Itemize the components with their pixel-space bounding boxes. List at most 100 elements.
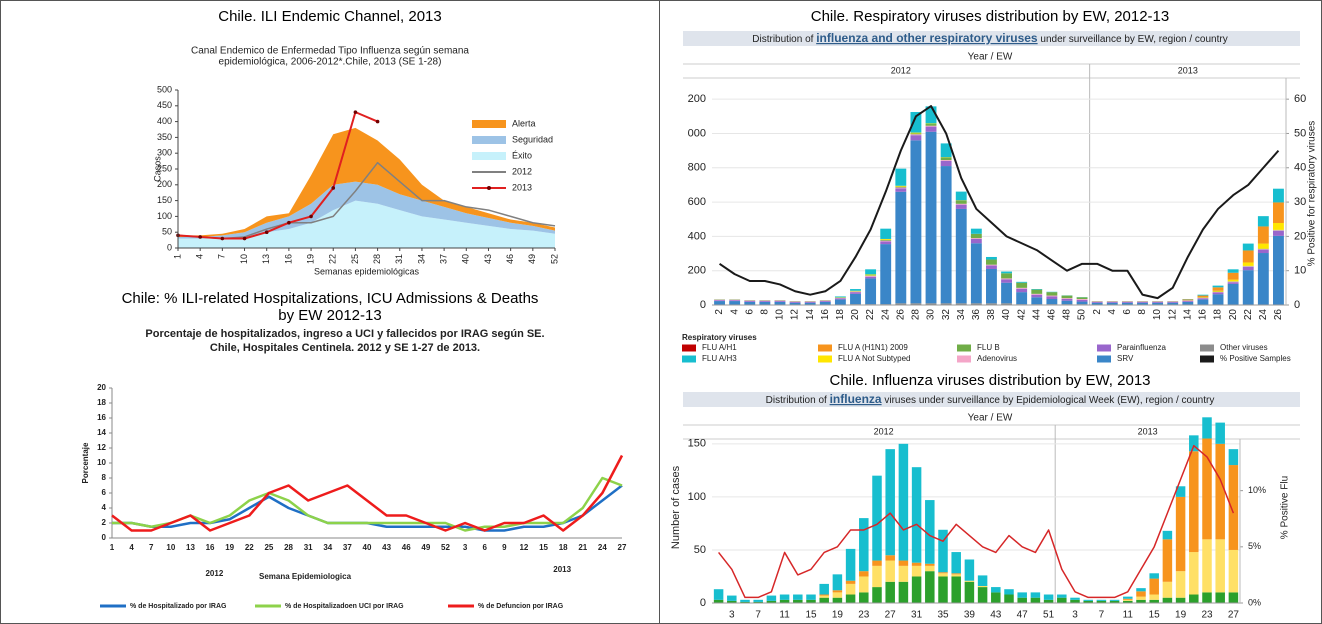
bar bbox=[1202, 438, 1212, 540]
bar bbox=[1106, 301, 1118, 303]
y-tick-label: 100 bbox=[688, 491, 706, 503]
x-tick-label: 22 bbox=[1243, 309, 1254, 321]
legend-label: % de Defuncion por IRAG bbox=[478, 603, 564, 610]
bar bbox=[880, 244, 892, 305]
bar bbox=[895, 187, 907, 189]
marker bbox=[287, 220, 291, 225]
bar bbox=[885, 560, 895, 582]
bar bbox=[970, 238, 982, 244]
bar bbox=[970, 238, 982, 239]
bar bbox=[865, 274, 877, 276]
bar bbox=[806, 594, 816, 600]
marker bbox=[198, 235, 202, 239]
bar bbox=[1215, 592, 1225, 603]
bar bbox=[1273, 188, 1284, 203]
chart-subtitle: Distribution of influenza viruses under … bbox=[766, 392, 1215, 406]
y2-tick-label: 10 bbox=[1294, 265, 1306, 277]
bar bbox=[1031, 293, 1043, 295]
header-band bbox=[683, 392, 1300, 407]
year-label: 2012 bbox=[205, 569, 223, 578]
y2-tick-label: 10% bbox=[1248, 485, 1266, 495]
x-tick-label: 7 bbox=[217, 254, 227, 259]
bar bbox=[779, 599, 790, 603]
bar bbox=[970, 233, 982, 239]
chart-subtitle: Canal Endemico de Enfermedad Tipo Influe… bbox=[191, 46, 469, 57]
y-tick-label: 16 bbox=[97, 413, 106, 422]
bar bbox=[1197, 299, 1209, 305]
bar bbox=[740, 599, 750, 602]
bar bbox=[859, 592, 869, 603]
legend-swatch bbox=[1200, 355, 1214, 363]
legend-label: Alerta bbox=[512, 118, 536, 128]
legend-swatch bbox=[1097, 344, 1111, 352]
line bbox=[112, 476, 623, 532]
bar bbox=[925, 500, 935, 564]
bar bbox=[1096, 599, 1107, 601]
bar bbox=[832, 592, 843, 598]
bar bbox=[1257, 226, 1269, 244]
bar bbox=[1136, 588, 1146, 592]
x-tick-label: 27 bbox=[885, 610, 897, 621]
x-tick-label: 34 bbox=[416, 254, 426, 264]
year-label: 2013 bbox=[1138, 426, 1158, 436]
bar bbox=[1182, 301, 1194, 305]
bar bbox=[766, 600, 777, 603]
bar bbox=[1106, 302, 1118, 305]
bar bbox=[955, 208, 967, 304]
bar bbox=[1016, 282, 1028, 288]
bar bbox=[898, 581, 909, 603]
legend-swatch bbox=[818, 355, 832, 363]
bar bbox=[714, 300, 725, 302]
x-tick-label: 31 bbox=[304, 543, 313, 552]
area bbox=[178, 127, 555, 237]
bar bbox=[850, 291, 861, 293]
y-tick-label: 10 bbox=[97, 458, 106, 467]
marker bbox=[375, 119, 380, 124]
bar bbox=[1242, 250, 1254, 263]
bar bbox=[1197, 295, 1209, 298]
bar bbox=[774, 301, 786, 305]
legend-label: % Positive Samples bbox=[1220, 354, 1291, 363]
bar bbox=[880, 239, 892, 241]
bar bbox=[759, 301, 771, 305]
line bbox=[177, 111, 378, 240]
bar bbox=[911, 562, 922, 566]
x-tick-label: 2 bbox=[714, 309, 725, 315]
x-tick-label: 34 bbox=[956, 309, 967, 321]
bar bbox=[938, 572, 948, 574]
x-tick-label: 50 bbox=[1077, 309, 1088, 321]
legend-label: 2013 bbox=[512, 182, 532, 192]
bar bbox=[1202, 592, 1212, 603]
bar bbox=[885, 555, 895, 561]
x-tick-label: 47 bbox=[1017, 610, 1029, 621]
y2-tick-label: 40 bbox=[1294, 162, 1306, 174]
line bbox=[177, 161, 556, 240]
year-label: 2013 bbox=[1178, 65, 1198, 75]
bar bbox=[1043, 594, 1054, 600]
x-tick-label: 19 bbox=[832, 610, 844, 621]
bar bbox=[834, 298, 846, 300]
x-tick-label: 3 bbox=[1072, 610, 1078, 621]
bar bbox=[832, 597, 843, 603]
bar bbox=[1030, 592, 1041, 598]
bar bbox=[964, 581, 975, 603]
x-tick-label: 22 bbox=[865, 309, 876, 321]
x-tick-label: 13 bbox=[186, 543, 195, 552]
bar bbox=[910, 132, 922, 134]
x-tick-label: 14 bbox=[1182, 309, 1193, 321]
subtitle-part: Distribution of bbox=[766, 395, 830, 406]
x-tick-label: 20 bbox=[1228, 309, 1239, 321]
bar bbox=[1046, 298, 1058, 305]
y2-tick-label: 0 bbox=[1294, 299, 1300, 311]
bar bbox=[1076, 297, 1088, 299]
bar bbox=[1162, 597, 1173, 603]
bar bbox=[1149, 599, 1159, 603]
bar bbox=[885, 449, 895, 556]
x-tick-label: 15 bbox=[539, 543, 548, 552]
bar bbox=[951, 552, 961, 574]
y2-tick-label: 50 bbox=[1294, 127, 1306, 139]
bar bbox=[1212, 294, 1224, 305]
bar bbox=[986, 259, 997, 265]
bar bbox=[850, 289, 861, 291]
bar bbox=[1004, 594, 1014, 603]
